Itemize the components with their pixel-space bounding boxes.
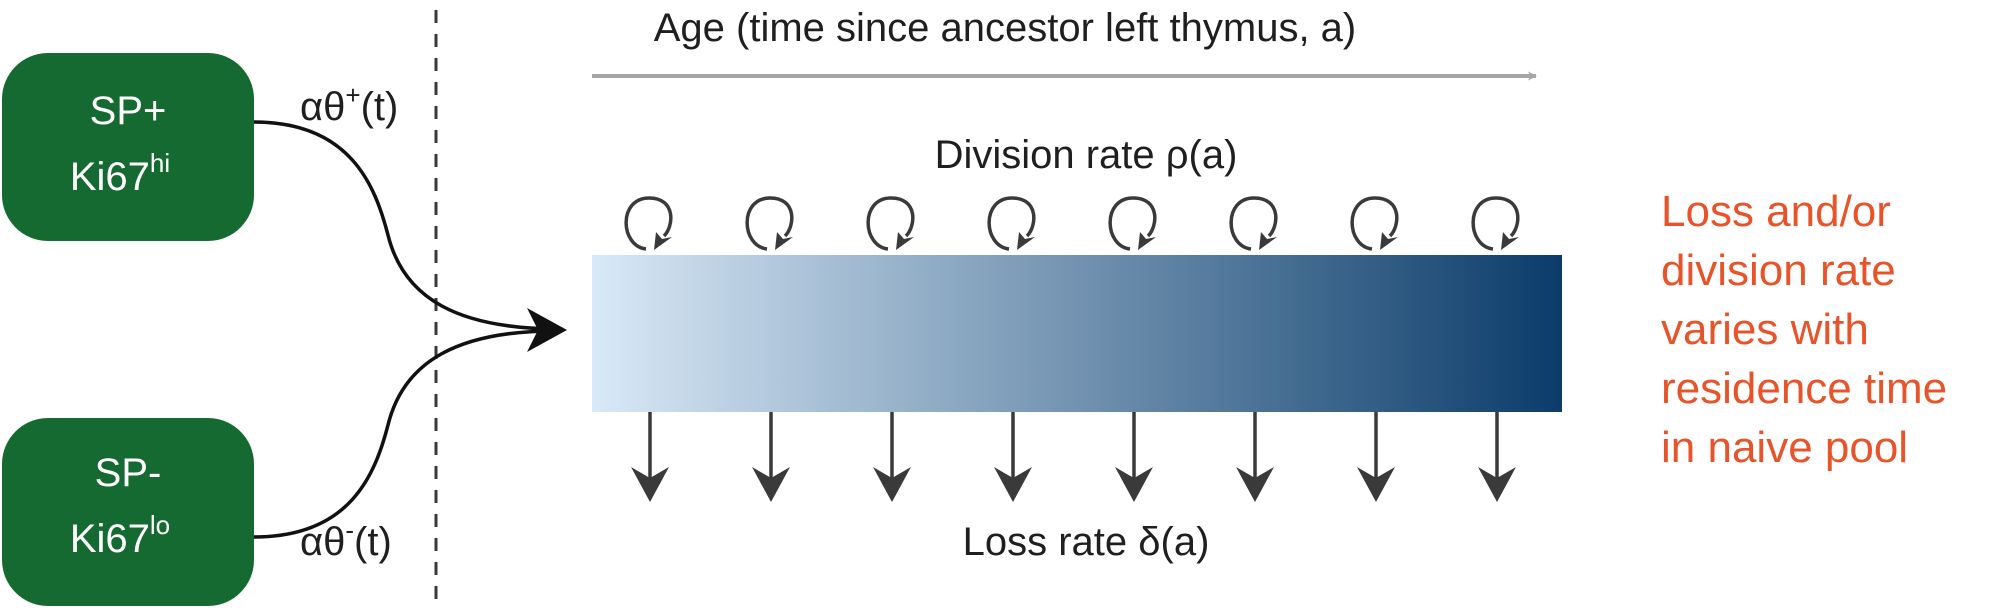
division-rate-label: Division rate ρ(a) — [935, 133, 1238, 177]
compartment-label-sp-plus-line1: SP+ — [90, 89, 167, 133]
loss-rate-label: Loss rate δ(a) — [963, 520, 1210, 564]
influx-arrowhead — [527, 308, 567, 352]
loss-arrow — [1478, 412, 1516, 502]
influx-curve-minus — [253, 329, 556, 539]
residence-time-note: Loss and/or division rate varies with re… — [1661, 187, 1959, 472]
compartment-box-sp-plus — [2, 53, 254, 241]
note-line: Loss and/or — [1661, 187, 1891, 236]
loss-arrow — [994, 412, 1032, 502]
division-loops — [624, 196, 1520, 251]
division-loop-arrow — [624, 196, 673, 251]
loss-arrows — [631, 412, 1516, 502]
age-axis-label: Age (time since ancestor left thymus, a) — [654, 6, 1357, 50]
division-loop-arrow — [987, 196, 1036, 251]
division-loop-arrow — [745, 196, 794, 251]
loss-arrow — [631, 412, 669, 502]
influx-label-plus: αθ+(t) — [300, 80, 398, 129]
note-line: residence time — [1661, 364, 1947, 413]
note-line: division rate — [1661, 246, 1896, 295]
loss-arrow — [1357, 412, 1395, 502]
division-loop-arrow — [1229, 196, 1278, 251]
loss-arrow — [752, 412, 790, 502]
loss-arrow — [1115, 412, 1153, 502]
division-loop-arrow — [1108, 196, 1157, 251]
division-loop-arrow — [1350, 196, 1399, 251]
note-line: in naive pool — [1661, 423, 1908, 472]
compartment-label-sp-minus-line1: SP- — [95, 451, 162, 495]
loss-arrow — [873, 412, 911, 502]
division-loop-arrow — [1471, 196, 1520, 251]
compartment-box-sp-minus — [2, 418, 254, 606]
compartment-label-sp-plus-line2: Ki67hi — [70, 148, 170, 199]
loss-arrow — [1236, 412, 1274, 502]
influx-label-minus: αθ-(t) — [300, 515, 392, 564]
compartment-label-sp-minus-line2: Ki67lo — [70, 510, 170, 561]
note-line: varies with — [1661, 305, 1869, 354]
influx-curve-plus — [253, 120, 556, 331]
division-loop-arrow — [866, 196, 915, 251]
naive-pool-bar — [592, 255, 1562, 412]
